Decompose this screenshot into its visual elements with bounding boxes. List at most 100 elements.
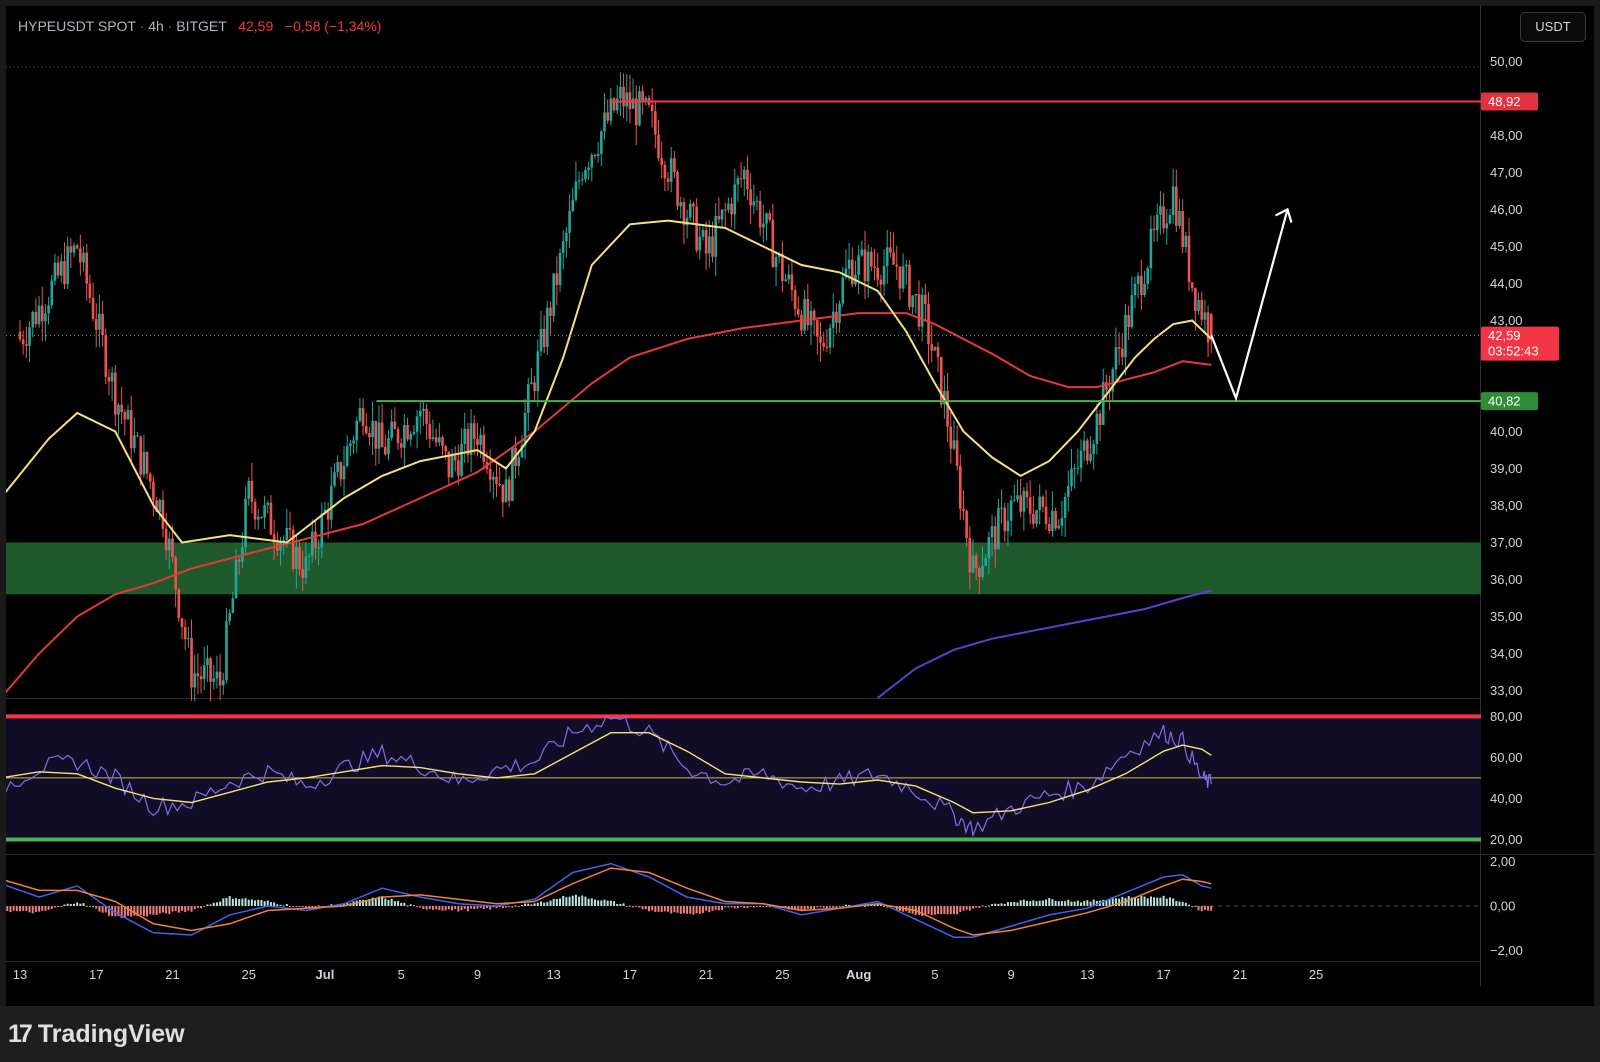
candle-body	[746, 169, 749, 190]
macd-hist-bar	[1156, 897, 1159, 906]
macd-hist-bar	[489, 906, 492, 910]
candle-body	[796, 309, 800, 315]
macd-hist-bar	[863, 905, 866, 907]
macd-hist-bar	[692, 906, 695, 915]
macd-hist-bar	[994, 903, 997, 906]
candle-body	[536, 351, 540, 392]
macd-hist-bar	[832, 906, 835, 908]
price-axis-label: 33,00	[1490, 683, 1523, 698]
candle-body	[717, 216, 721, 220]
candle-body	[987, 537, 991, 559]
candle-body	[228, 612, 231, 622]
macd-hist-bar	[765, 906, 768, 907]
macd-hist-bar	[177, 906, 180, 913]
candle-body	[850, 259, 854, 285]
macd-hist-bar	[574, 894, 577, 906]
price-axis-label: 47,00	[1490, 165, 1523, 180]
candle-body	[838, 303, 841, 323]
macd-hist-bar	[527, 903, 530, 906]
macd-hist-bar	[721, 906, 724, 911]
time-axis-label: 25	[775, 967, 789, 982]
candle-body	[974, 555, 978, 568]
interval-label[interactable]: 4h	[148, 18, 164, 34]
candle-body	[501, 484, 505, 503]
candle-body	[870, 251, 873, 267]
macd-hist-bar	[959, 906, 962, 913]
macd-hist-bar	[431, 906, 434, 910]
candle-body	[1117, 347, 1121, 349]
macd-hist-bar	[393, 901, 396, 906]
candle-body	[504, 479, 508, 503]
macd-hist-bar	[447, 906, 450, 910]
macd-hist-bar	[473, 906, 476, 910]
candle-body	[660, 158, 663, 165]
candle-body	[1114, 347, 1118, 370]
macd-hist-bar	[736, 906, 739, 909]
macd-hist-bar	[165, 906, 168, 914]
candle-body	[183, 626, 187, 640]
candle-body	[1200, 300, 1204, 320]
macd-hist-bar	[168, 906, 171, 915]
macd-hist-bar	[57, 906, 60, 907]
candle-body	[101, 313, 104, 336]
macd-hist-bar	[1083, 900, 1086, 906]
macd-hist-bar	[390, 898, 393, 906]
tradingview-logo[interactable]: 17 TradingView	[8, 1020, 185, 1049]
macd-hist-bar	[1108, 899, 1111, 906]
macd-hist-bar	[638, 906, 641, 908]
macd-hist-bar	[613, 901, 616, 906]
chart-canvas[interactable]: 33,00 34,00 35,00 36,00 37,00 38,00 39,00 40,00…	[6, 6, 1594, 1006]
macd-hist-bar	[1070, 901, 1073, 906]
macd-hist-bar	[425, 906, 428, 910]
macd-hist-bar	[1149, 896, 1152, 906]
candle-body	[307, 555, 311, 557]
candle-body	[133, 435, 136, 449]
macd-hist-bar	[193, 906, 196, 910]
candle-body	[59, 261, 63, 276]
macd-hist-bar	[501, 906, 504, 909]
candle-body	[1032, 513, 1035, 524]
macd-hist-bar	[943, 906, 946, 915]
macd-hist-bar	[749, 906, 752, 907]
macd-hist-bar	[222, 898, 225, 906]
resistance-price-tag: 48,92	[1488, 94, 1521, 109]
macd-hist-bar	[514, 905, 517, 907]
candle-body	[498, 484, 501, 486]
candle-body	[1041, 496, 1045, 507]
macd-hist-bar	[555, 898, 558, 906]
macd-hist-bar	[508, 906, 511, 908]
projection-arrow-line	[1210, 209, 1289, 402]
symbol-name[interactable]: HYPEUSDT SPOT	[18, 18, 136, 34]
macd-hist-bar	[492, 906, 495, 908]
candle-body	[917, 294, 921, 327]
macd-hist-bar	[1051, 899, 1054, 906]
candle-body	[701, 229, 705, 237]
candle-body	[75, 245, 79, 249]
macd-hist-bar	[1172, 898, 1175, 906]
candle-body	[736, 178, 740, 185]
macd-hist-bar	[1203, 906, 1206, 910]
macd-hist-bar	[809, 906, 812, 909]
macd-hist-bar	[962, 906, 965, 911]
macd-hist-bar	[806, 906, 809, 909]
candle-body	[1149, 228, 1153, 269]
last-price: 42,59	[238, 18, 274, 34]
macd-hist-bar	[978, 906, 981, 909]
macd-hist-bar	[273, 902, 276, 906]
currency-button[interactable]: USDT	[1520, 12, 1586, 42]
candle-body	[952, 440, 956, 449]
chart-frame[interactable]: 33,00 34,00 35,00 36,00 37,00 38,00 39,00 40,00…	[6, 6, 1594, 1006]
candle-body	[152, 481, 155, 501]
candle-body	[1187, 235, 1191, 283]
candle-body	[984, 558, 988, 566]
macd-hist-bar	[975, 906, 978, 908]
macd-hist-bar	[952, 906, 955, 915]
candle-body	[968, 538, 972, 573]
macd-hist-bar	[101, 906, 104, 913]
candle-body	[56, 262, 60, 276]
symbol-header: HYPEUSDT SPOT · 4h · BITGET 42,59 −0,58 …	[18, 18, 382, 34]
candle-body	[787, 274, 791, 280]
candle-body	[447, 451, 451, 478]
macd-hist-bar	[228, 895, 231, 906]
candle-body	[488, 469, 492, 480]
